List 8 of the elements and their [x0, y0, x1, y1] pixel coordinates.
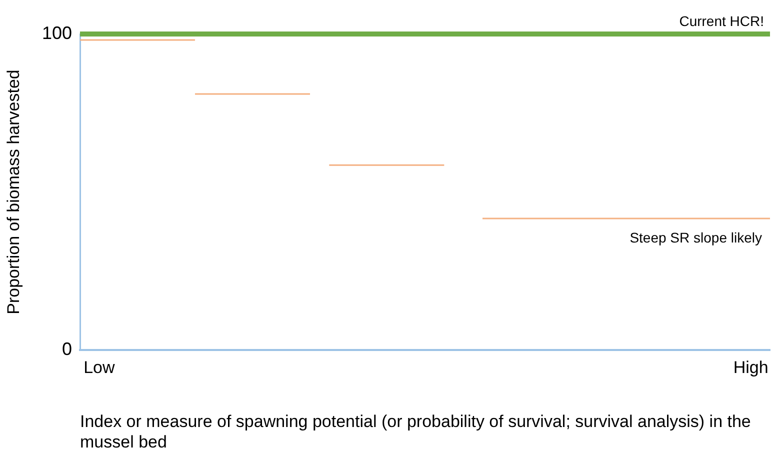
x-tick-label: High: [733, 358, 768, 377]
y-axis-title: Proportion of biomass harvested: [4, 70, 23, 314]
y-tick-label: 100: [42, 22, 72, 43]
x-tick-label: Low: [84, 358, 116, 377]
annotation: Steep SR slope likely: [630, 229, 762, 246]
y-tick-label: 0: [62, 338, 72, 359]
x-axis-title: Index or measure of spawning potential (or probability of survival; survival analysis) in the mussel bed: [80, 412, 751, 452]
ref-line-label: Current HCR!: [679, 12, 764, 29]
